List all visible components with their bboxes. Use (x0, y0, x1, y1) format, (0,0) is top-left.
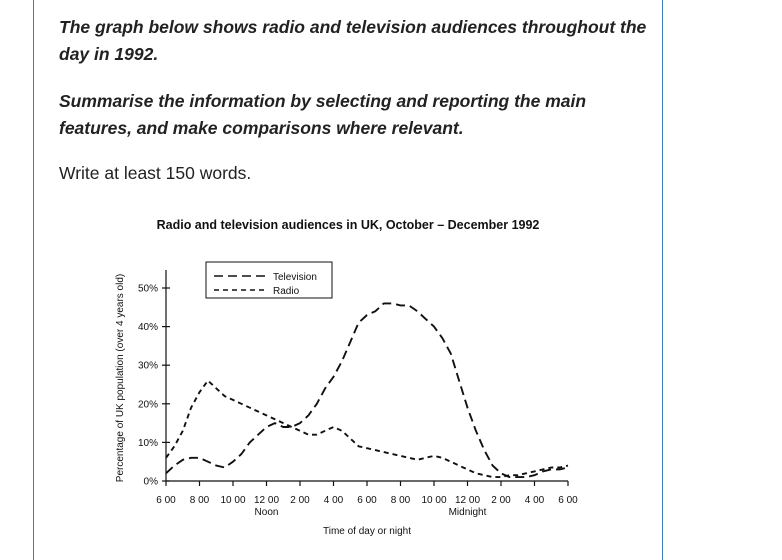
task-description: The graph below shows radio and televisi… (59, 17, 647, 64)
word-requirement: Write at least 150 words. (59, 163, 252, 183)
x-tick-label: 2 00 (491, 495, 511, 506)
content-panel (33, 0, 663, 560)
x-tick-label: 8 00 (391, 495, 411, 506)
legend-radio-label: Radio (273, 286, 300, 297)
x-sublabel: Midnight (449, 507, 487, 518)
x-tick-label: 12 00 (455, 495, 480, 506)
y-tick-label: 0% (144, 477, 159, 488)
y-tick-label: 10% (138, 438, 158, 449)
x-tick-label: 4 00 (324, 495, 344, 506)
task-instruction: Summarise the information by selecting a… (59, 91, 587, 138)
x-tick-label: 10 00 (220, 495, 245, 506)
y-axis-label: Percentage of UK population (over 4 year… (115, 274, 126, 482)
series-line-television (165, 302, 569, 479)
series-line-radio (165, 379, 569, 479)
x-axis-label: Time of day or night (323, 526, 411, 537)
x-tick-label: 2 00 (290, 495, 310, 506)
x-tick-label: 6 00 (156, 495, 176, 506)
y-tick-label: 40% (138, 322, 158, 333)
legend-television-label: Television (273, 272, 317, 283)
x-sublabel: Noon (255, 507, 279, 518)
y-tick-label: 30% (138, 361, 158, 372)
x-tick-label: 6 00 (357, 495, 377, 506)
y-tick-label: 20% (138, 399, 158, 410)
legend-box (205, 261, 333, 299)
x-tick-label: 10 00 (421, 495, 446, 506)
x-tick-label: 6 00 (558, 495, 578, 506)
x-tick-label: 12 00 (254, 495, 279, 506)
x-tick-label: 8 00 (190, 495, 210, 506)
y-tick-label: 50% (138, 284, 158, 295)
x-tick-label: 4 00 (525, 495, 545, 506)
chart-title: Radio and television audiences in UK, Oc… (157, 218, 540, 232)
legend: Television Radio (205, 261, 333, 299)
